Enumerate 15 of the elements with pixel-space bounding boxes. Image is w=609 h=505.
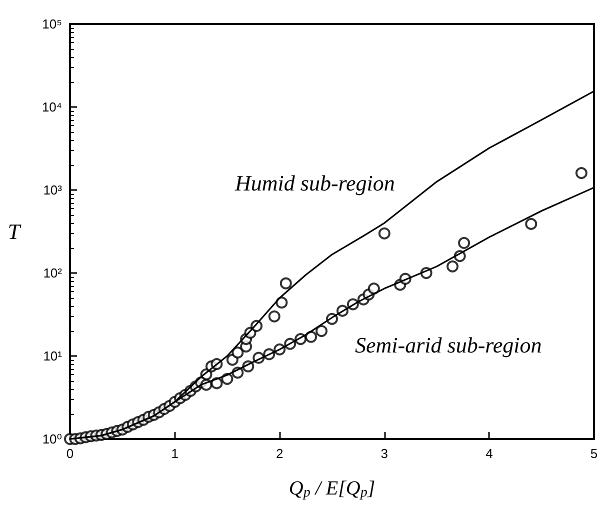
y-tick-label: 10⁵ — [42, 16, 62, 32]
y-tick-label: 10⁴ — [42, 100, 62, 114]
x-tick-label: 1 — [171, 446, 178, 461]
x-tick-label: 3 — [380, 446, 388, 461]
x-tick-label: 5 — [590, 446, 598, 461]
y-tick-label: 10² — [43, 266, 63, 280]
annotation: Humid sub-region — [234, 170, 395, 196]
x-tick-label: 4 — [486, 446, 493, 461]
y-tick-label: 10⁰ — [42, 432, 62, 446]
annotation: Semi-arid sub-region — [355, 332, 542, 358]
x-tick-label: 2 — [276, 446, 284, 461]
y-axis-title: T — [8, 219, 22, 244]
y-tick-label: 10³ — [43, 182, 63, 198]
x-tick-label: 0 — [66, 446, 74, 461]
y-tick-label: 10¹ — [43, 348, 63, 364]
